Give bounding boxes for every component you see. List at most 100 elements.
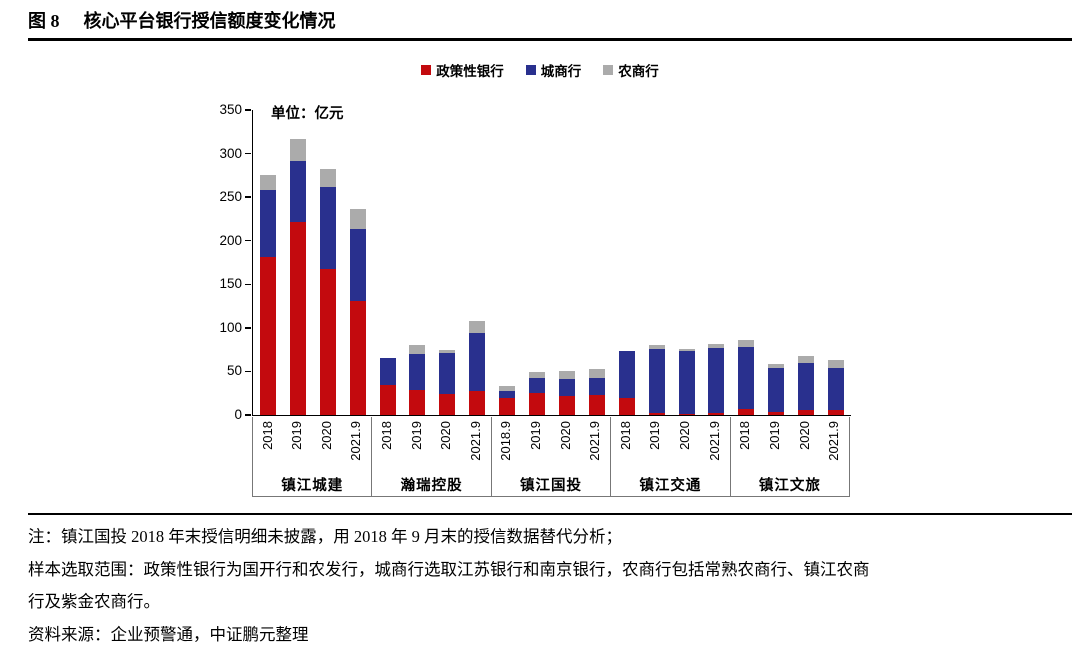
figure-notes: 注：镇江国投 2018 年末授信明细未披露，用 2018 年 9 月末的授信数据…	[28, 521, 1058, 651]
category-year-slot: 2019	[521, 417, 551, 473]
bar-slot	[791, 110, 821, 415]
category-group: 2018 2019 2020 2021.9 镇江城建	[252, 416, 373, 496]
bar-segment	[828, 360, 845, 368]
category-year-label: 2018	[617, 420, 633, 450]
y-axis-tick-label: 300	[219, 145, 242, 161]
stacked-bar	[379, 357, 396, 415]
bar-segment	[828, 367, 845, 410]
category-year-label: 2021.9	[348, 420, 364, 461]
bar-segment	[798, 355, 815, 363]
bar-segment	[558, 371, 575, 380]
category-year-label: 2018	[259, 420, 275, 450]
bar-slot	[702, 110, 732, 415]
bar-segment	[828, 409, 845, 415]
title-divider-rule	[28, 38, 1072, 41]
category-year-row: 2018 2019 2020 2021.9	[253, 417, 371, 473]
category-year-label: 2021.9	[706, 420, 722, 461]
bar-segment	[319, 186, 336, 269]
category-year-label: 2018	[737, 420, 753, 450]
bar-segment	[409, 354, 426, 390]
bar-segment	[499, 398, 516, 415]
stacked-bar	[588, 368, 605, 415]
note-line: 注：镇江国投 2018 年末授信明细未披露，用 2018 年 9 月末的授信数据…	[28, 527, 622, 546]
category-year-slot: 2019	[283, 417, 313, 473]
bar-segment	[558, 379, 575, 396]
category-year-label: 2019	[766, 420, 782, 450]
bar-segment	[738, 408, 755, 415]
stacked-bar	[618, 350, 635, 415]
bar-segment	[768, 363, 785, 368]
bar-group	[373, 110, 493, 415]
category-year-row: 2018 2019 2020 2021.9	[731, 417, 849, 473]
y-axis-tick-label: 150	[219, 276, 242, 292]
category-year-label: 2020	[318, 420, 334, 450]
stacked-bar	[798, 355, 815, 415]
legend-swatch-icon	[603, 65, 614, 75]
stacked-bar	[499, 386, 516, 415]
y-axis-tick-mark	[245, 109, 251, 111]
category-year-label: 2020	[557, 420, 573, 450]
y-axis-tick-label: 0	[234, 407, 242, 422]
bar-segment	[529, 377, 546, 394]
bar-slot	[462, 110, 492, 415]
bar-segment	[708, 343, 725, 348]
category-group-label: 镇江国投	[520, 477, 583, 494]
bar-segment	[708, 347, 725, 414]
stacked-bar	[289, 138, 306, 415]
bar-slot	[642, 110, 672, 415]
bar-segment	[289, 161, 306, 222]
category-year-slot: 2020	[312, 417, 342, 473]
bar-segment	[558, 395, 575, 415]
bar-segment	[439, 353, 456, 395]
bar-segment	[319, 169, 336, 187]
category-year-label: 2019	[528, 420, 544, 450]
legend-swatch-icon	[525, 65, 536, 75]
bar-slot	[432, 110, 462, 415]
category-group-label: 镇江城建	[281, 477, 344, 494]
category-year-slot: 2018.9	[492, 417, 522, 473]
plot-area	[252, 110, 851, 416]
bar-segment	[259, 257, 276, 415]
y-axis-tick-label: 350	[219, 102, 242, 117]
category-year-slot: 2019	[760, 417, 790, 473]
category-group: 2018 2019 2020 2021.9 瀚瑞控股	[372, 416, 492, 496]
category-year-label: 2020	[677, 420, 693, 450]
y-axis-tick-mark	[245, 196, 251, 198]
bar-segment	[289, 138, 306, 162]
category-year-row: 2018 2019 2020 2021.9	[611, 417, 729, 473]
bar-segment	[469, 333, 486, 392]
bar-segment	[409, 389, 426, 415]
bar-segment	[738, 340, 755, 348]
category-year-label: 2020	[438, 420, 454, 450]
bar-segment	[798, 409, 815, 415]
category-group: 2018 2019 2020 2021.9 镇江交通	[611, 416, 731, 496]
bar-slot	[672, 110, 702, 415]
figure-number: 图 8	[28, 11, 60, 31]
stacked-bar	[259, 175, 276, 415]
bar-segment	[618, 350, 635, 399]
bar-segment	[768, 367, 785, 412]
bar-segment	[648, 348, 665, 414]
bar-segment	[259, 190, 276, 258]
stacked-bar	[738, 340, 755, 415]
category-group-label: 镇江交通	[639, 477, 702, 494]
bar-segment	[259, 175, 276, 191]
bar-segment	[349, 300, 366, 415]
category-year-slot: 2021.9	[461, 417, 491, 473]
stacked-bar	[349, 209, 366, 415]
category-year-slot: 2018	[731, 417, 761, 473]
stacked-bar	[409, 345, 426, 415]
category-group: 2018.9 2019 2020 2021.9 镇江国投	[492, 416, 612, 496]
category-year-label: 2018.9	[498, 420, 514, 461]
category-year-label: 2021.9	[826, 420, 842, 461]
category-group-label: 瀚瑞控股	[400, 477, 463, 494]
category-year-label: 2020	[796, 420, 812, 450]
bar-segment	[349, 209, 366, 229]
bar-group	[612, 110, 732, 415]
y-axis-tick-mark	[245, 370, 251, 373]
category-year-slot: 2021.9	[342, 417, 372, 473]
y-axis-tick-mark	[245, 152, 251, 155]
y-axis-tick-mark	[245, 414, 251, 416]
y-axis-tick-mark	[245, 239, 251, 242]
bar-slot	[253, 110, 283, 415]
